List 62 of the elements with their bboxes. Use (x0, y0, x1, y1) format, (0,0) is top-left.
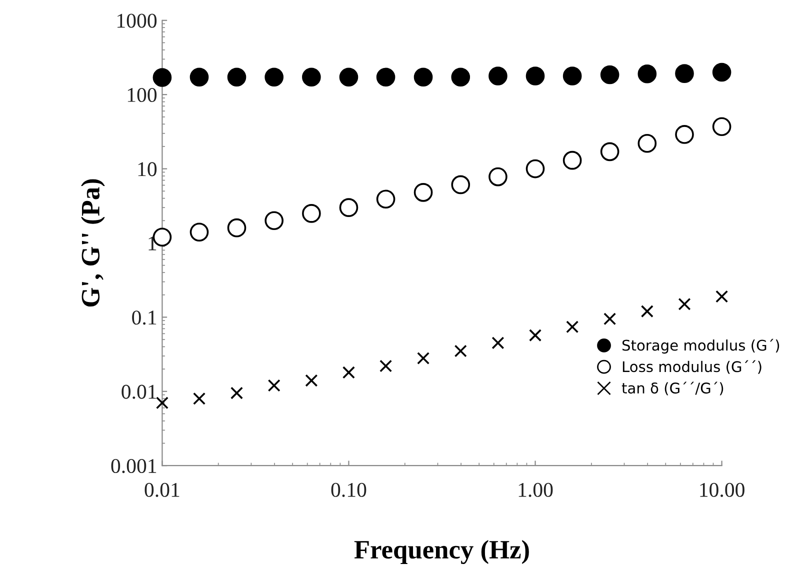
point (600, 142, 620, 162)
y-tick-label: 0.01 (122, 384, 156, 399)
y-tick-label: 1000 (118, 14, 157, 28)
point (152, 68, 172, 87)
x-axis-title: Frequency (Hz) (354, 540, 529, 564)
point (380, 360, 392, 372)
point (302, 204, 321, 223)
y-tick-label: 0.1 (132, 310, 156, 325)
point (675, 125, 694, 144)
point (305, 374, 318, 387)
legend-label: Loss modulus (G´´) (622, 360, 762, 374)
point (488, 167, 508, 186)
point (451, 68, 470, 87)
point (190, 68, 209, 87)
point (156, 396, 168, 410)
legend-label: tan δ (G´´/G´) (622, 382, 724, 396)
point (454, 344, 467, 358)
point (638, 134, 657, 153)
point (716, 290, 728, 303)
x-tick-label: 1.00 (518, 482, 553, 498)
point (562, 66, 582, 86)
point (712, 117, 732, 136)
point (302, 68, 321, 87)
point (416, 352, 430, 364)
point (492, 336, 504, 350)
point (526, 66, 545, 86)
point (376, 190, 396, 209)
y-tick-label: 0.001 (111, 458, 156, 474)
point (678, 298, 691, 310)
point (268, 379, 280, 392)
point (342, 366, 356, 379)
point (339, 68, 358, 87)
point (562, 150, 582, 170)
y-axis-title: G', G'' (Pa) (80, 179, 105, 307)
x-tick-label: 10.00 (700, 482, 744, 498)
point (640, 305, 654, 318)
point (339, 198, 358, 217)
point (638, 64, 657, 84)
point (488, 66, 508, 86)
point (528, 329, 542, 342)
point (414, 183, 433, 202)
point (604, 312, 616, 326)
point (376, 68, 396, 87)
point (192, 392, 206, 405)
point (712, 62, 732, 82)
x-tick-label: 0.10 (331, 482, 366, 498)
y-tick-label: 1 (148, 236, 156, 250)
point (264, 211, 284, 230)
point (675, 64, 694, 83)
legend-label: Storage modulus (G´) (622, 338, 780, 354)
point (600, 65, 620, 84)
y-tick-label: 10 (138, 162, 157, 176)
point (227, 218, 246, 238)
point (526, 159, 545, 178)
point (264, 68, 284, 87)
point (230, 386, 244, 400)
point (190, 222, 209, 242)
point (566, 320, 579, 334)
point (414, 68, 433, 87)
point (227, 68, 246, 87)
y-tick-label: 100 (128, 88, 157, 102)
point (451, 175, 470, 194)
